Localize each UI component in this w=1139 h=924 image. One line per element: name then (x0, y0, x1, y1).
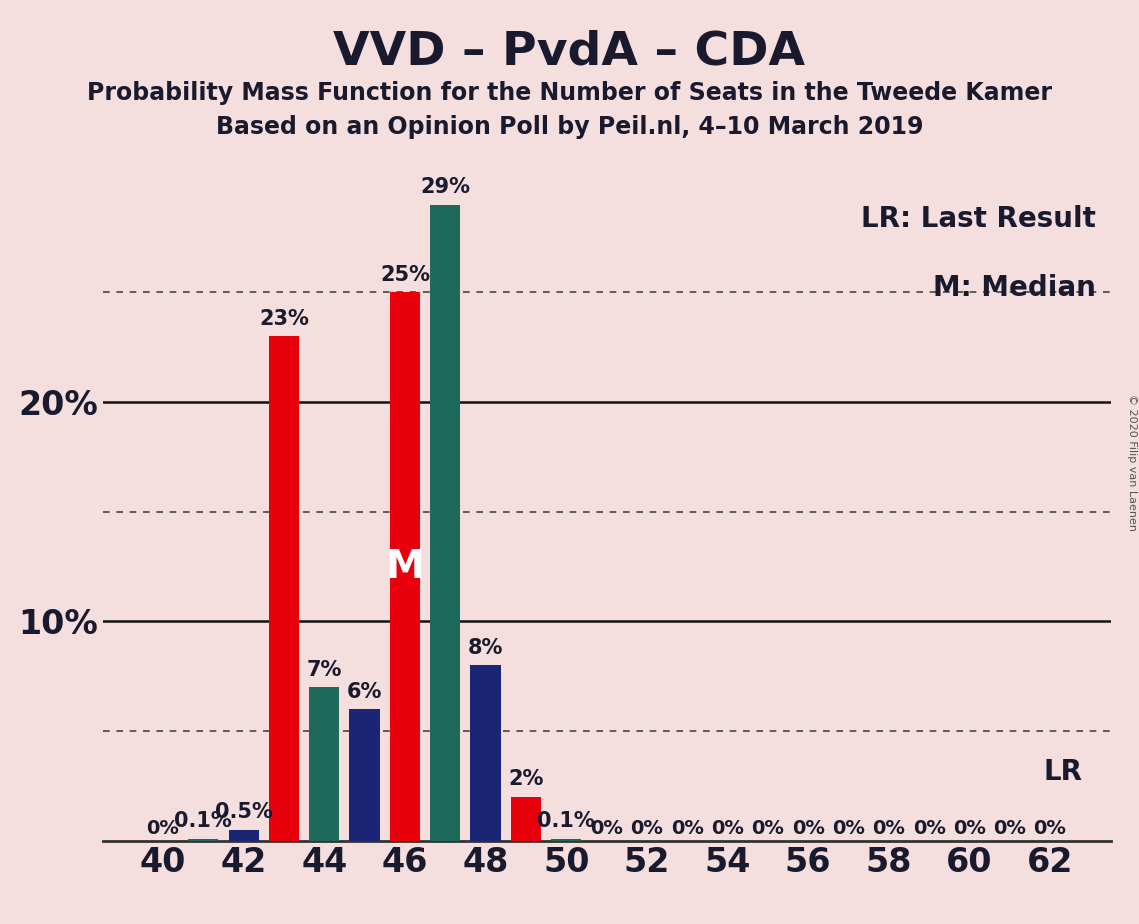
Text: 0%: 0% (953, 819, 986, 837)
Bar (431, 204, 460, 841)
Bar (350, 710, 379, 841)
Bar (510, 797, 541, 841)
Text: 25%: 25% (380, 264, 429, 285)
Text: Probability Mass Function for the Number of Seats in the Tweede Kamer: Probability Mass Function for the Number… (87, 81, 1052, 105)
Text: 0%: 0% (671, 819, 704, 837)
Text: 0%: 0% (912, 819, 945, 837)
Bar (309, 687, 339, 841)
Text: 0.1%: 0.1% (174, 811, 232, 831)
Text: 0.5%: 0.5% (214, 802, 272, 822)
Text: 29%: 29% (420, 176, 470, 197)
Text: 8%: 8% (468, 638, 503, 658)
Bar (390, 292, 420, 841)
Bar (470, 665, 501, 841)
Bar (551, 839, 581, 841)
Text: 0%: 0% (752, 819, 785, 837)
Text: LR: Last Result: LR: Last Result (861, 205, 1096, 233)
Text: 0%: 0% (711, 819, 744, 837)
Text: Based on an Opinion Poll by Peil.nl, 4–10 March 2019: Based on an Opinion Poll by Peil.nl, 4–1… (215, 115, 924, 139)
Text: 6%: 6% (347, 682, 383, 701)
Bar (229, 830, 259, 841)
Text: 2%: 2% (508, 770, 543, 789)
Text: 0%: 0% (792, 819, 825, 837)
Text: M: Median: M: Median (933, 274, 1096, 302)
Text: VVD – PvdA – CDA: VVD – PvdA – CDA (334, 30, 805, 75)
Text: 0.1%: 0.1% (538, 811, 595, 831)
Bar (269, 336, 300, 841)
Text: M: M (385, 548, 425, 586)
Text: 23%: 23% (259, 309, 309, 329)
Text: 0%: 0% (147, 819, 180, 837)
Text: 0%: 0% (630, 819, 663, 837)
Text: LR: LR (1043, 758, 1082, 786)
Text: 0%: 0% (1033, 819, 1066, 837)
Text: © 2020 Filip van Laenen: © 2020 Filip van Laenen (1128, 394, 1137, 530)
Text: 7%: 7% (306, 660, 342, 679)
Text: 0%: 0% (831, 819, 865, 837)
Text: 0%: 0% (993, 819, 1026, 837)
Bar (188, 839, 219, 841)
Text: 0%: 0% (590, 819, 623, 837)
Text: 0%: 0% (872, 819, 906, 837)
